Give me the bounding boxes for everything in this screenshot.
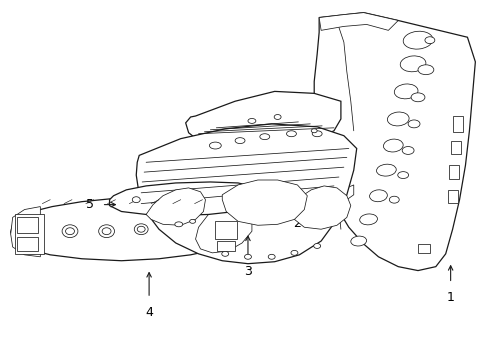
Ellipse shape [190, 219, 196, 223]
Text: 1: 1 [447, 291, 455, 304]
Ellipse shape [394, 84, 418, 99]
Bar [451, 141, 461, 154]
Bar [17, 217, 38, 233]
Bar [215, 221, 237, 239]
Ellipse shape [66, 228, 74, 235]
Text: 3: 3 [244, 265, 252, 278]
Bar [449, 165, 459, 179]
Ellipse shape [248, 118, 256, 123]
Bar [17, 237, 38, 251]
Polygon shape [290, 186, 351, 229]
Ellipse shape [102, 228, 111, 235]
Ellipse shape [222, 251, 229, 256]
Ellipse shape [98, 225, 115, 238]
Polygon shape [222, 180, 307, 225]
Ellipse shape [268, 254, 275, 259]
Bar [218, 241, 235, 251]
Ellipse shape [425, 37, 435, 44]
Polygon shape [110, 182, 262, 215]
Polygon shape [196, 204, 252, 253]
Ellipse shape [235, 138, 245, 144]
Ellipse shape [390, 196, 399, 203]
Ellipse shape [62, 225, 78, 238]
Ellipse shape [245, 254, 251, 259]
Ellipse shape [134, 224, 148, 235]
Polygon shape [319, 13, 398, 30]
Ellipse shape [411, 93, 425, 102]
Ellipse shape [408, 120, 420, 128]
Ellipse shape [209, 142, 221, 149]
Polygon shape [146, 188, 205, 225]
Ellipse shape [291, 251, 298, 255]
Polygon shape [186, 91, 341, 148]
Ellipse shape [403, 31, 433, 49]
Bar [15, 215, 44, 254]
Ellipse shape [312, 131, 322, 137]
Ellipse shape [311, 129, 317, 133]
Ellipse shape [287, 131, 296, 137]
Ellipse shape [388, 112, 409, 126]
Ellipse shape [360, 214, 377, 225]
Polygon shape [314, 13, 475, 271]
Ellipse shape [402, 147, 414, 154]
Text: 5: 5 [86, 198, 94, 211]
Ellipse shape [384, 139, 403, 152]
Ellipse shape [418, 65, 434, 75]
Polygon shape [136, 124, 357, 264]
Ellipse shape [132, 197, 140, 203]
Ellipse shape [369, 190, 388, 202]
Polygon shape [11, 196, 255, 261]
Ellipse shape [398, 172, 409, 179]
Ellipse shape [400, 56, 426, 72]
Ellipse shape [260, 134, 270, 140]
Ellipse shape [376, 164, 396, 176]
Bar [418, 244, 430, 253]
Bar [448, 190, 458, 203]
Text: 2: 2 [294, 217, 301, 230]
Ellipse shape [175, 222, 183, 227]
Ellipse shape [137, 226, 145, 232]
Ellipse shape [274, 114, 281, 120]
Ellipse shape [314, 243, 320, 248]
Ellipse shape [351, 236, 367, 246]
Text: 4: 4 [145, 306, 153, 319]
Polygon shape [11, 207, 40, 257]
Polygon shape [334, 185, 354, 215]
Bar [453, 116, 463, 132]
